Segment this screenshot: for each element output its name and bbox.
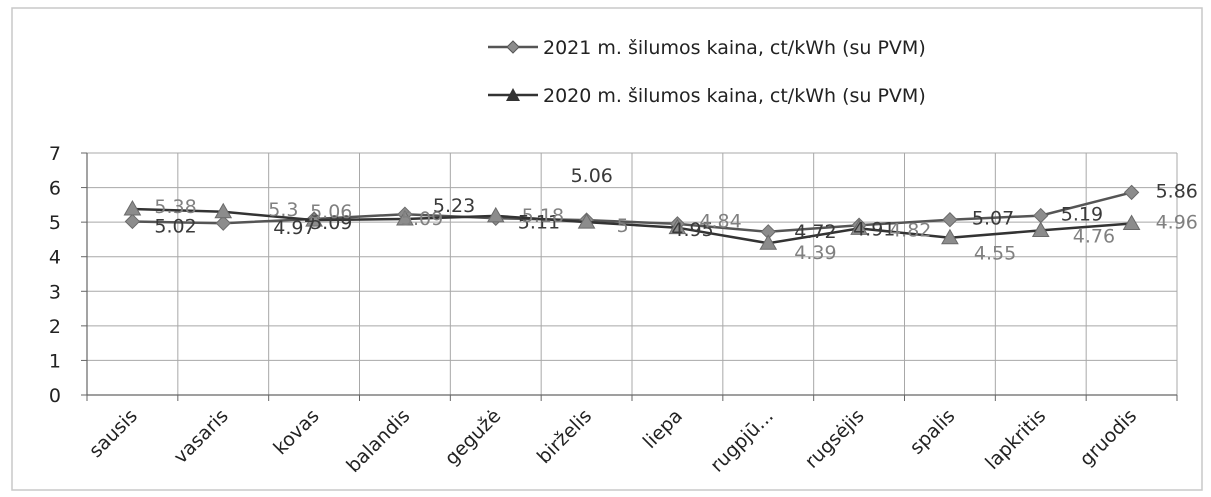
triangle-marker xyxy=(1031,221,1050,237)
y-tick-label: 4 xyxy=(49,247,61,269)
diamond-marker xyxy=(215,215,231,231)
series-group xyxy=(123,184,1141,250)
legend-label-2021: 2021 m. šilumos kaina, ct/kWh (su PVM) xyxy=(543,37,926,59)
triangle-marker xyxy=(123,199,142,216)
triangle-marker xyxy=(214,202,233,219)
triangle-marker xyxy=(941,228,959,245)
data-label: 5.11 xyxy=(518,211,560,233)
data-label: 4.72 xyxy=(794,221,836,243)
legend-triangle-icon xyxy=(506,88,520,101)
data-label: 5.09 xyxy=(401,208,443,230)
triangle-marker xyxy=(305,211,323,227)
diamond-marker xyxy=(124,213,141,230)
data-label: 4.55 xyxy=(974,243,1016,265)
data-label: 4.82 xyxy=(889,219,931,241)
data-label: 5.06 xyxy=(310,201,352,223)
triangle-marker xyxy=(668,218,687,235)
gridlines xyxy=(87,152,1178,395)
y-tick-label: 2 xyxy=(49,316,61,338)
legend-item-2020: 2020 m. šilumos kaina, ct/kWh (su PVM) xyxy=(488,85,926,107)
data-label: 5.18 xyxy=(522,205,564,227)
data-label: 4.97 xyxy=(273,217,315,239)
diamond-marker xyxy=(1123,184,1140,201)
triangle-marker xyxy=(396,210,414,226)
data-label: 5.09 xyxy=(310,212,352,234)
data-label: 5.06 xyxy=(571,165,613,187)
data-label: 4.91 xyxy=(853,218,895,240)
triangle-marker xyxy=(850,219,868,235)
legend-item-2021: 2021 m. šilumos kaina, ct/kWh (su PVM) xyxy=(488,37,926,59)
y-tick-label: 5 xyxy=(49,212,61,234)
data-labels: 5.02 4.975.095.235.115.064.95 4.72 4.91 5.07… xyxy=(154,165,1197,265)
legend: 2021 m. šilumos kaina, ct/kWh (su PVM) 2… xyxy=(488,37,926,107)
data-label: 5.3 xyxy=(268,199,298,221)
data-label: 4.84 xyxy=(699,211,741,233)
legend-label-2020: 2020 m. šilumos kaina, ct/kWh (su PVM) xyxy=(543,85,926,107)
data-label: 4.76 xyxy=(1073,225,1115,247)
y-tick-label: 3 xyxy=(49,281,61,303)
y-axis-ticks: 0 1 2 3 4 5 6 7 xyxy=(49,143,87,407)
data-label: 5.02 xyxy=(154,215,196,237)
triangle-marker xyxy=(486,206,505,223)
y-tick-label: 0 xyxy=(49,385,61,407)
chart-border xyxy=(11,7,1203,491)
data-label: 4.95 xyxy=(671,219,713,241)
series-line-1 xyxy=(132,207,1132,245)
data-label: 5.86 xyxy=(1156,180,1198,202)
triangle-marker xyxy=(577,213,596,229)
data-label: 5.07 xyxy=(972,208,1014,230)
diamond-marker xyxy=(942,212,958,228)
data-label: 5.19 xyxy=(1061,204,1103,226)
data-label: 5 xyxy=(617,215,629,237)
legend-diamond-icon xyxy=(506,40,520,54)
data-label: 4.39 xyxy=(794,242,836,264)
data-label: 5.38 xyxy=(154,196,196,218)
data-label: 4.96 xyxy=(1156,212,1198,234)
data-label: 5.23 xyxy=(433,195,475,217)
y-tick-label: 1 xyxy=(49,350,61,372)
y-tick-label: 6 xyxy=(49,178,61,200)
triangle-marker xyxy=(1122,214,1141,231)
y-tick-label: 7 xyxy=(49,143,61,165)
triangle-marker xyxy=(759,234,778,250)
